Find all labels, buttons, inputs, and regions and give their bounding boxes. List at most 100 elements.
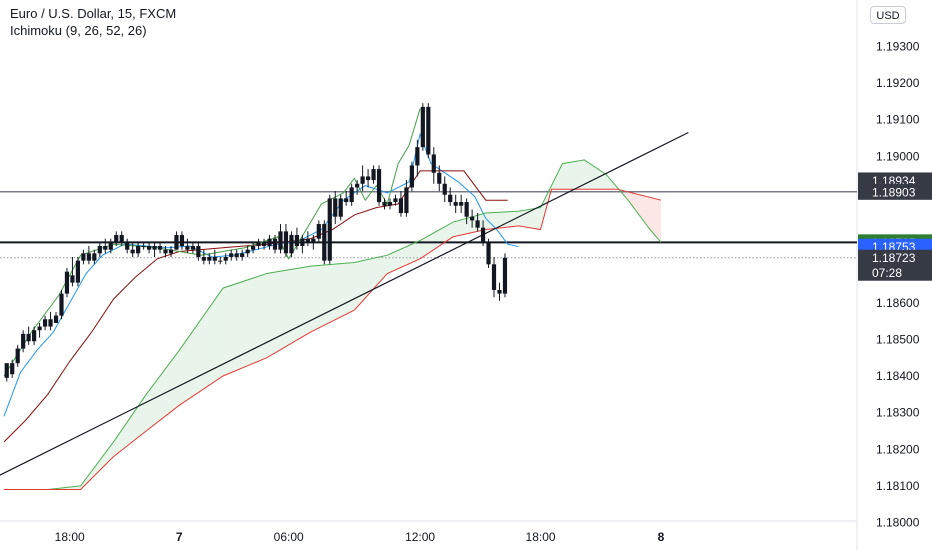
- cloud-segment: [310, 265, 317, 333]
- candle-body: [48, 319, 53, 327]
- candle-body: [442, 183, 447, 195]
- candle-body: [360, 176, 365, 184]
- cloud-segment: [584, 159, 590, 190]
- candle-body: [70, 275, 75, 283]
- price-axis[interactable]: 1.18000 1.18100 1.18200 1.18300 1.18400 1.185…: [876, 39, 920, 529]
- cloud-segment: [135, 402, 141, 440]
- candle-body: [119, 235, 124, 243]
- tenkan-line: [3, 132, 519, 417]
- candle-body: [4, 363, 9, 378]
- cloud-segment: [228, 284, 234, 374]
- price-tick: 1.19000: [876, 149, 920, 163]
- candle-body: [338, 198, 343, 217]
- candle-body: [437, 172, 442, 184]
- candle-body: [305, 238, 310, 243]
- candle-body: [157, 246, 163, 250]
- horizontal-lines[interactable]: [0, 191, 857, 259]
- candle-body: [207, 256, 212, 261]
- cloud-segment: [442, 225, 448, 245]
- candle-body: [196, 246, 201, 257]
- cloud-segment: [250, 277, 256, 365]
- cloud-segment: [272, 271, 278, 355]
- candle-body: [278, 231, 283, 250]
- cloud-segment: [288, 268, 295, 345]
- candle-body: [103, 246, 108, 250]
- candle-body: [15, 348, 20, 364]
- time-tick: 7: [176, 530, 183, 544]
- candle-body: [174, 235, 179, 250]
- cloud-segment: [567, 161, 574, 190]
- price-label-bg: [858, 264, 932, 281]
- cloud-segment: [348, 262, 355, 313]
- cloud-segment: [299, 267, 306, 339]
- candle-body: [459, 202, 464, 206]
- candle-body: [453, 202, 458, 206]
- price-tick: 1.18400: [876, 369, 920, 383]
- candle-body: [185, 246, 190, 250]
- time-tick: 12:00: [405, 530, 435, 544]
- candle-body: [497, 289, 502, 294]
- candle-body: [108, 242, 113, 250]
- cloud-segment: [146, 387, 152, 431]
- time-axis[interactable]: 18:00 7 06:00 12:00 18:00 8: [55, 530, 665, 544]
- cloud-segment: [387, 252, 393, 274]
- cloud-segment: [650, 197, 656, 236]
- price-label-bg: [858, 249, 932, 266]
- cloud-segment: [332, 263, 338, 322]
- price-tick: 1.18100: [876, 479, 920, 493]
- candle-body: [223, 256, 228, 261]
- cloud-segment: [244, 278, 251, 367]
- candle-body: [311, 238, 316, 243]
- cloud-segment: [628, 191, 634, 208]
- symbol-title: Euro / U.S. Dollar, 15, FXCM: [10, 6, 177, 21]
- cloud-segment: [425, 234, 432, 256]
- candle-body: [53, 315, 59, 323]
- candle-body: [59, 293, 64, 316]
- cloud-segment: [644, 196, 651, 230]
- candle-body: [229, 253, 234, 257]
- time-tick: 18:00: [526, 530, 556, 544]
- cloud-segment: [162, 365, 169, 419]
- cloud-segment: [578, 159, 585, 190]
- candle-body: [64, 271, 70, 294]
- candle-body: [344, 198, 349, 203]
- cloud-segment: [233, 282, 240, 372]
- cloud-segment: [212, 295, 218, 384]
- candle-body: [486, 242, 491, 265]
- indicator-title: Ichimoku (9, 26, 52, 26): [10, 23, 147, 38]
- price-tick: 1.18000: [876, 516, 920, 530]
- cloud-segment: [321, 264, 328, 327]
- candle-body: [125, 242, 130, 250]
- candle-body: [316, 224, 321, 239]
- cloud-segment: [370, 257, 377, 292]
- candle-body: [464, 202, 469, 217]
- candle-body: [152, 246, 157, 250]
- currency-button[interactable]: USD: [870, 6, 906, 24]
- cloud-segment: [458, 219, 464, 236]
- cloud-segment: [639, 194, 645, 223]
- cloud-segment: [206, 303, 213, 388]
- candle-body: [475, 220, 480, 228]
- cloud-segment: [266, 272, 273, 358]
- cloud-segment: [337, 263, 344, 319]
- candle-body: [136, 246, 141, 254]
- cloud-segment: [86, 471, 92, 485]
- cloud-segment: [113, 433, 119, 457]
- candle-body: [37, 326, 42, 331]
- cloud-segment: [151, 379, 158, 427]
- candle-body: [240, 253, 245, 257]
- trend-line-layer[interactable]: [0, 131, 689, 478]
- cloud-segment: [239, 280, 245, 370]
- cloud-segment: [365, 258, 371, 298]
- trend-line[interactable]: [0, 131, 689, 478]
- cloud-segment: [179, 342, 185, 406]
- price-label-bg: [858, 183, 932, 200]
- cloud-segment: [255, 275, 262, 363]
- cloud-segment: [403, 245, 410, 267]
- cloud-segment: [562, 162, 568, 190]
- candle-body: [163, 249, 168, 254]
- cloud-segment: [80, 478, 87, 490]
- candle-body: [294, 235, 300, 247]
- candle-body: [261, 242, 267, 247]
